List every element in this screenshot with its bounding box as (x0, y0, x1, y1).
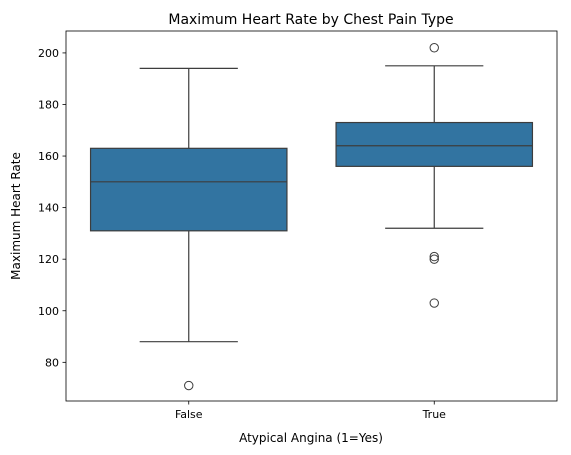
y-tick-label: 80 (45, 356, 59, 369)
y-tick-label: 160 (38, 150, 59, 163)
y-axis-label: Maximum Heart Rate (9, 152, 23, 280)
outlier-point (184, 380, 194, 391)
iqr-box (89, 147, 288, 232)
outlier-point (429, 43, 439, 53)
outlier-point (429, 251, 439, 262)
chart-title: Maximum Heart Rate by Chest Pain Type (168, 12, 453, 28)
outlier-point (429, 254, 439, 264)
plot-area (89, 43, 534, 391)
box-true (335, 43, 534, 308)
outlier-point (429, 298, 439, 308)
y-tick-label: 120 (38, 253, 59, 266)
x-axis: False True (175, 401, 446, 421)
y-tick-label: 100 (38, 305, 59, 318)
iqr-box (335, 121, 534, 167)
x-tick-label: True (422, 408, 447, 421)
y-tick-label: 200 (38, 47, 59, 60)
plot-frame (65, 30, 558, 402)
x-axis-label: Atypical Angina (1=Yes) (239, 431, 383, 445)
box-false (89, 67, 288, 391)
x-tick-label: False (175, 408, 203, 421)
y-tick-label: 180 (38, 98, 59, 111)
y-axis: 80 100 120 140 160 180 200 (38, 47, 66, 369)
y-tick-label: 140 (38, 202, 59, 215)
